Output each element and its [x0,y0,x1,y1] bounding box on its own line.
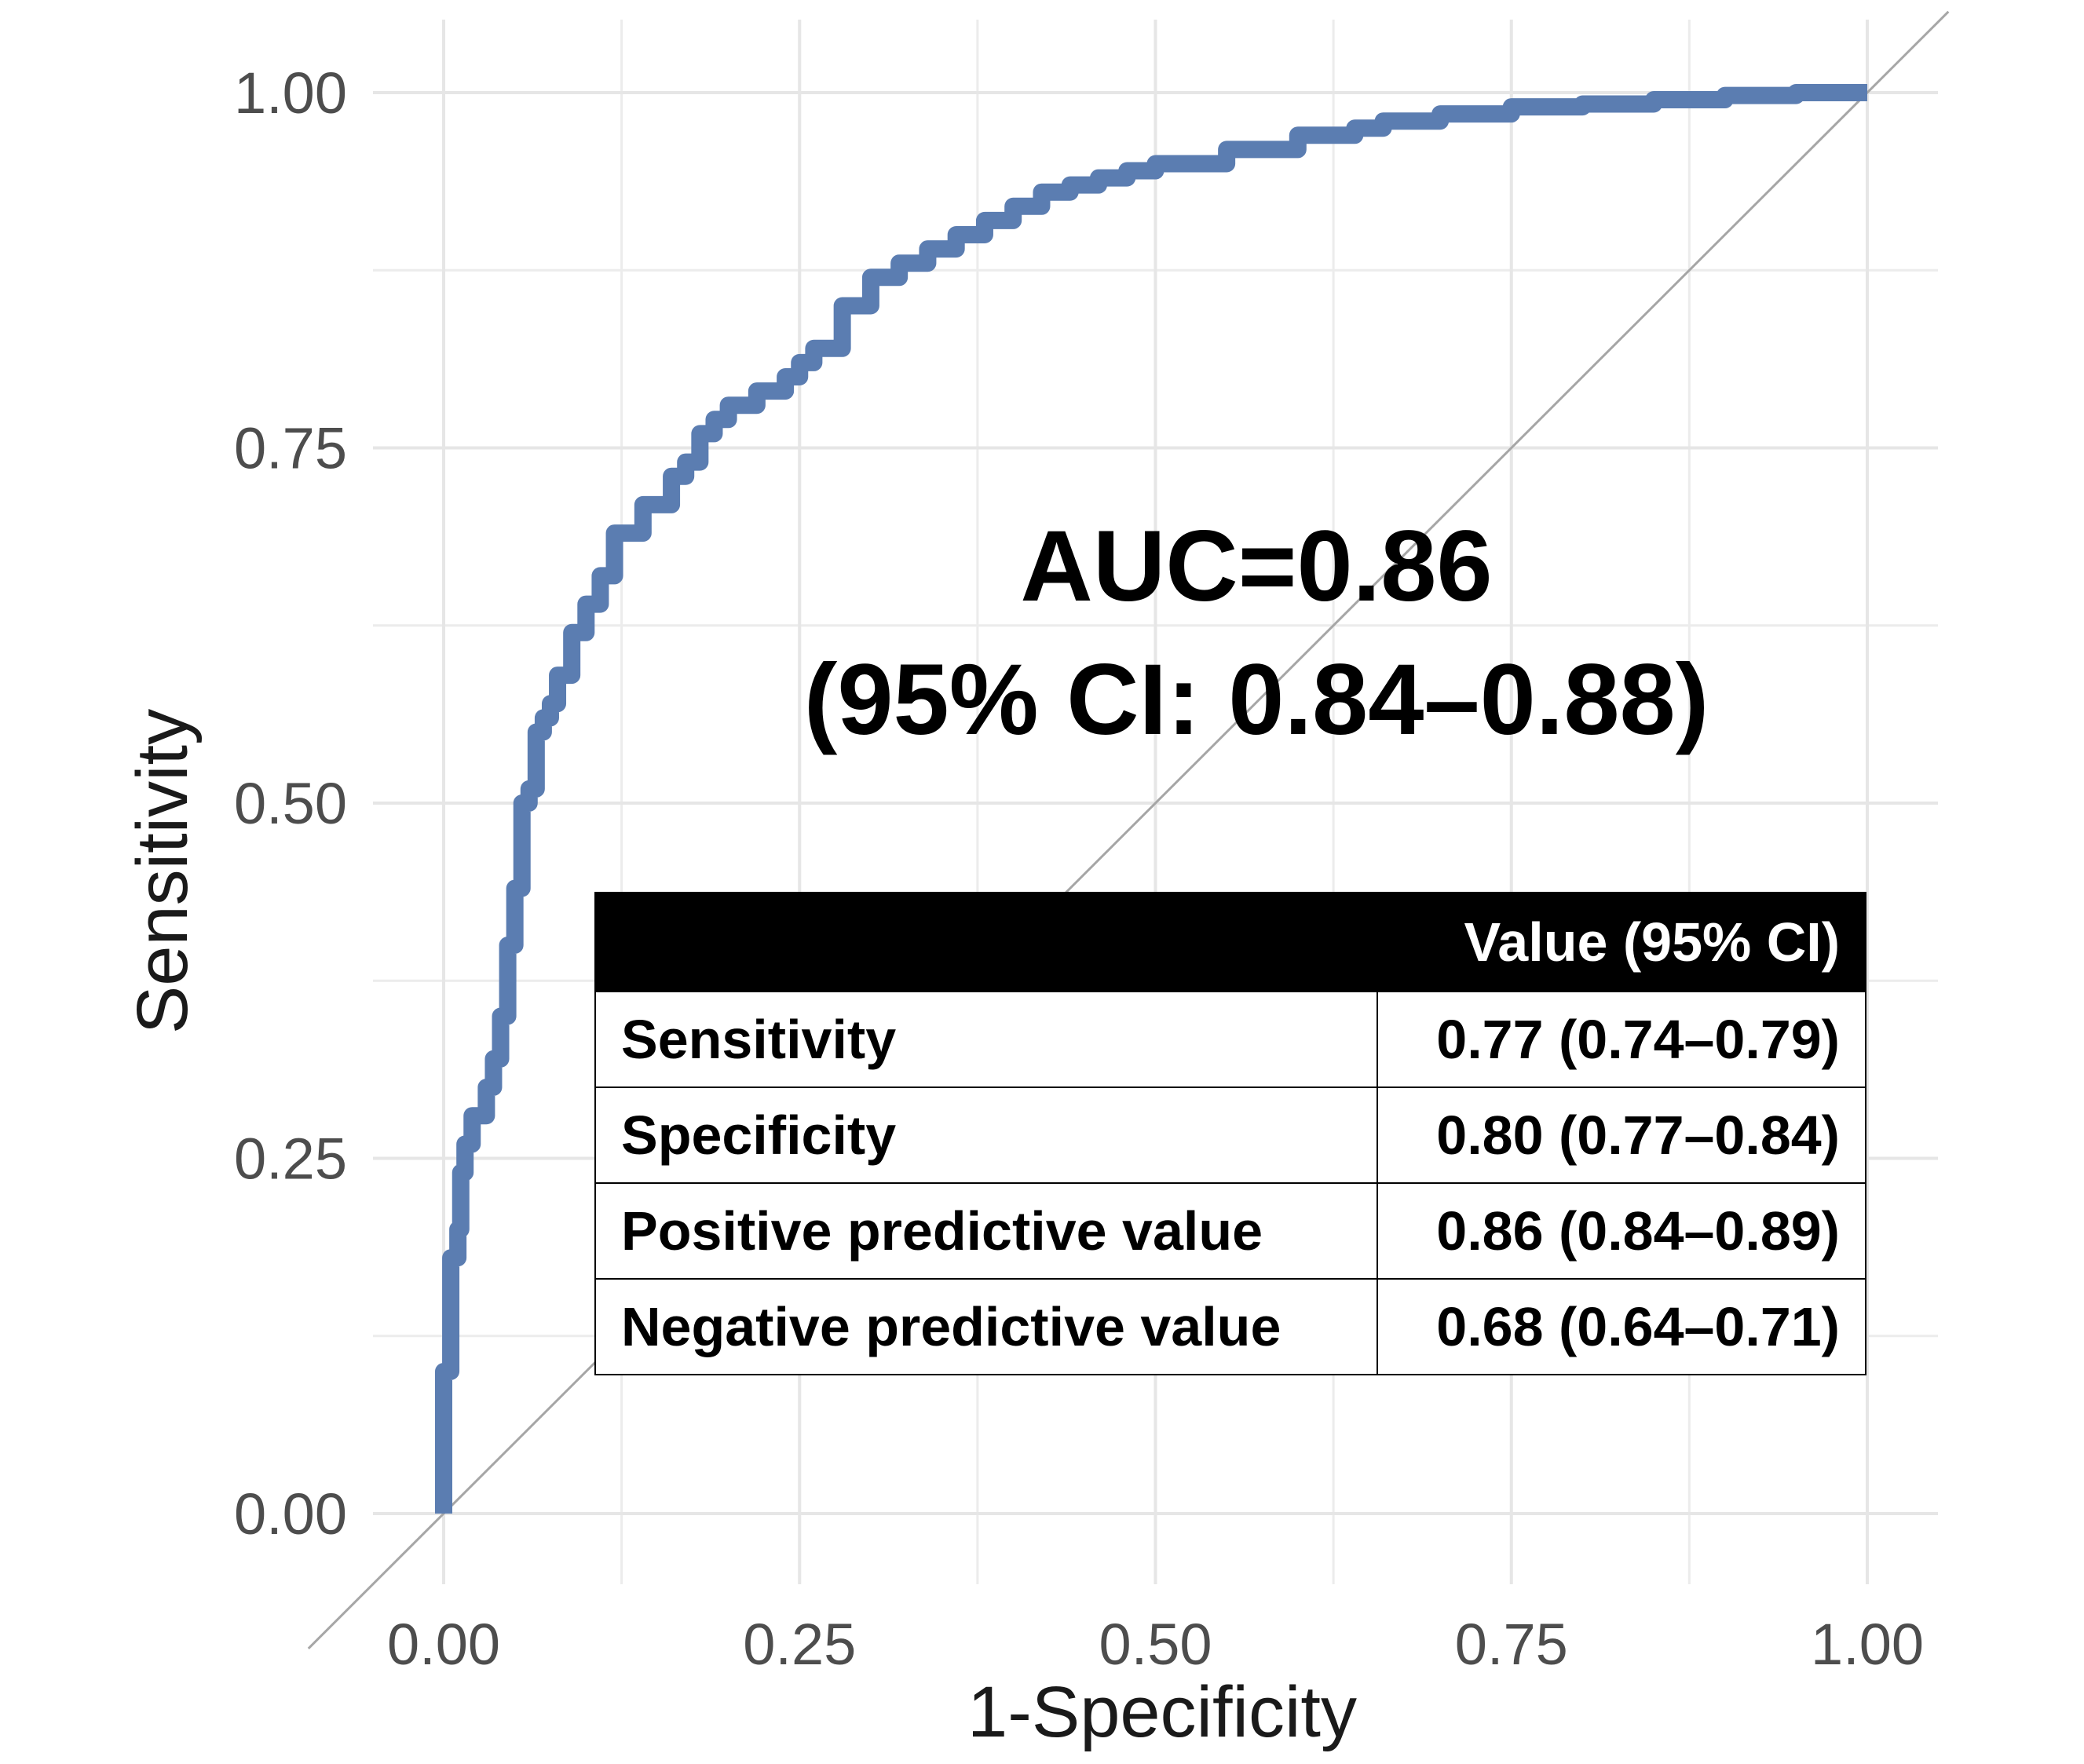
y-axis-title: Sensitivity [122,709,203,1034]
x-tick-label: 0.00 [387,1612,500,1677]
table-row: Sensitivity 0.77 (0.74–0.79) [594,991,1866,1088]
x-tick-label: 1.00 [1811,1612,1924,1677]
y-tick-label: 1.00 [234,60,347,126]
y-tick-label: 0.00 [234,1481,347,1547]
x-tick-label: 0.50 [1099,1612,1212,1677]
reference-diagonal-line [307,10,1950,1650]
curve-layer [435,84,1867,1514]
table-row: Positive predictive value 0.86 (0.84–0.8… [594,1182,1866,1280]
auc-annotation: AUC=0.86 [1020,510,1492,623]
x-tick-label: 0.25 [743,1612,856,1677]
table-header-row: Value (95% CI) [594,892,1866,992]
table-cell-metric: Negative predictive value [594,1278,1378,1375]
auc-ci-annotation: (95% CI: 0.84–0.88) [804,644,1709,756]
x-axis-title: 1-Specificity [967,1672,1357,1752]
table-row: Specificity 0.80 (0.77–0.84) [594,1087,1866,1184]
table-cell-metric: Sensitivity [594,991,1378,1088]
roc-curve-line-0 [435,84,1867,1514]
tick-label-layer: 0.00 0.25 0.50 0.75 1.00 0.00 0.25 0.50 0.75 1.00 [234,60,1924,1677]
x-tick-label: 0.75 [1455,1612,1568,1677]
grid-layer [373,20,1938,1584]
table-cell-value: 0.80 (0.77–0.84) [1377,1087,1866,1184]
table-cell-value: 0.86 (0.84–0.89) [1377,1182,1866,1280]
metrics-table: Value (95% CI) Sensitivity 0.77 (0.74–0.… [594,892,1866,1375]
table-header-value: Value (95% CI) [1377,892,1866,992]
y-tick-label: 0.25 [234,1127,347,1192]
table-cell-metric: Specificity [594,1087,1378,1184]
table-cell-value: 0.68 (0.64–0.71) [1377,1278,1866,1375]
table-header-metric [594,892,1378,992]
table-row: Negative predictive value 0.68 (0.64–0.7… [594,1278,1866,1375]
y-tick-label: 0.50 [234,771,347,836]
reference-layer [307,10,1950,1650]
y-tick-label: 0.75 [234,416,347,481]
table-cell-value: 0.77 (0.74–0.79) [1377,991,1866,1088]
table-cell-metric: Positive predictive value [594,1182,1378,1280]
